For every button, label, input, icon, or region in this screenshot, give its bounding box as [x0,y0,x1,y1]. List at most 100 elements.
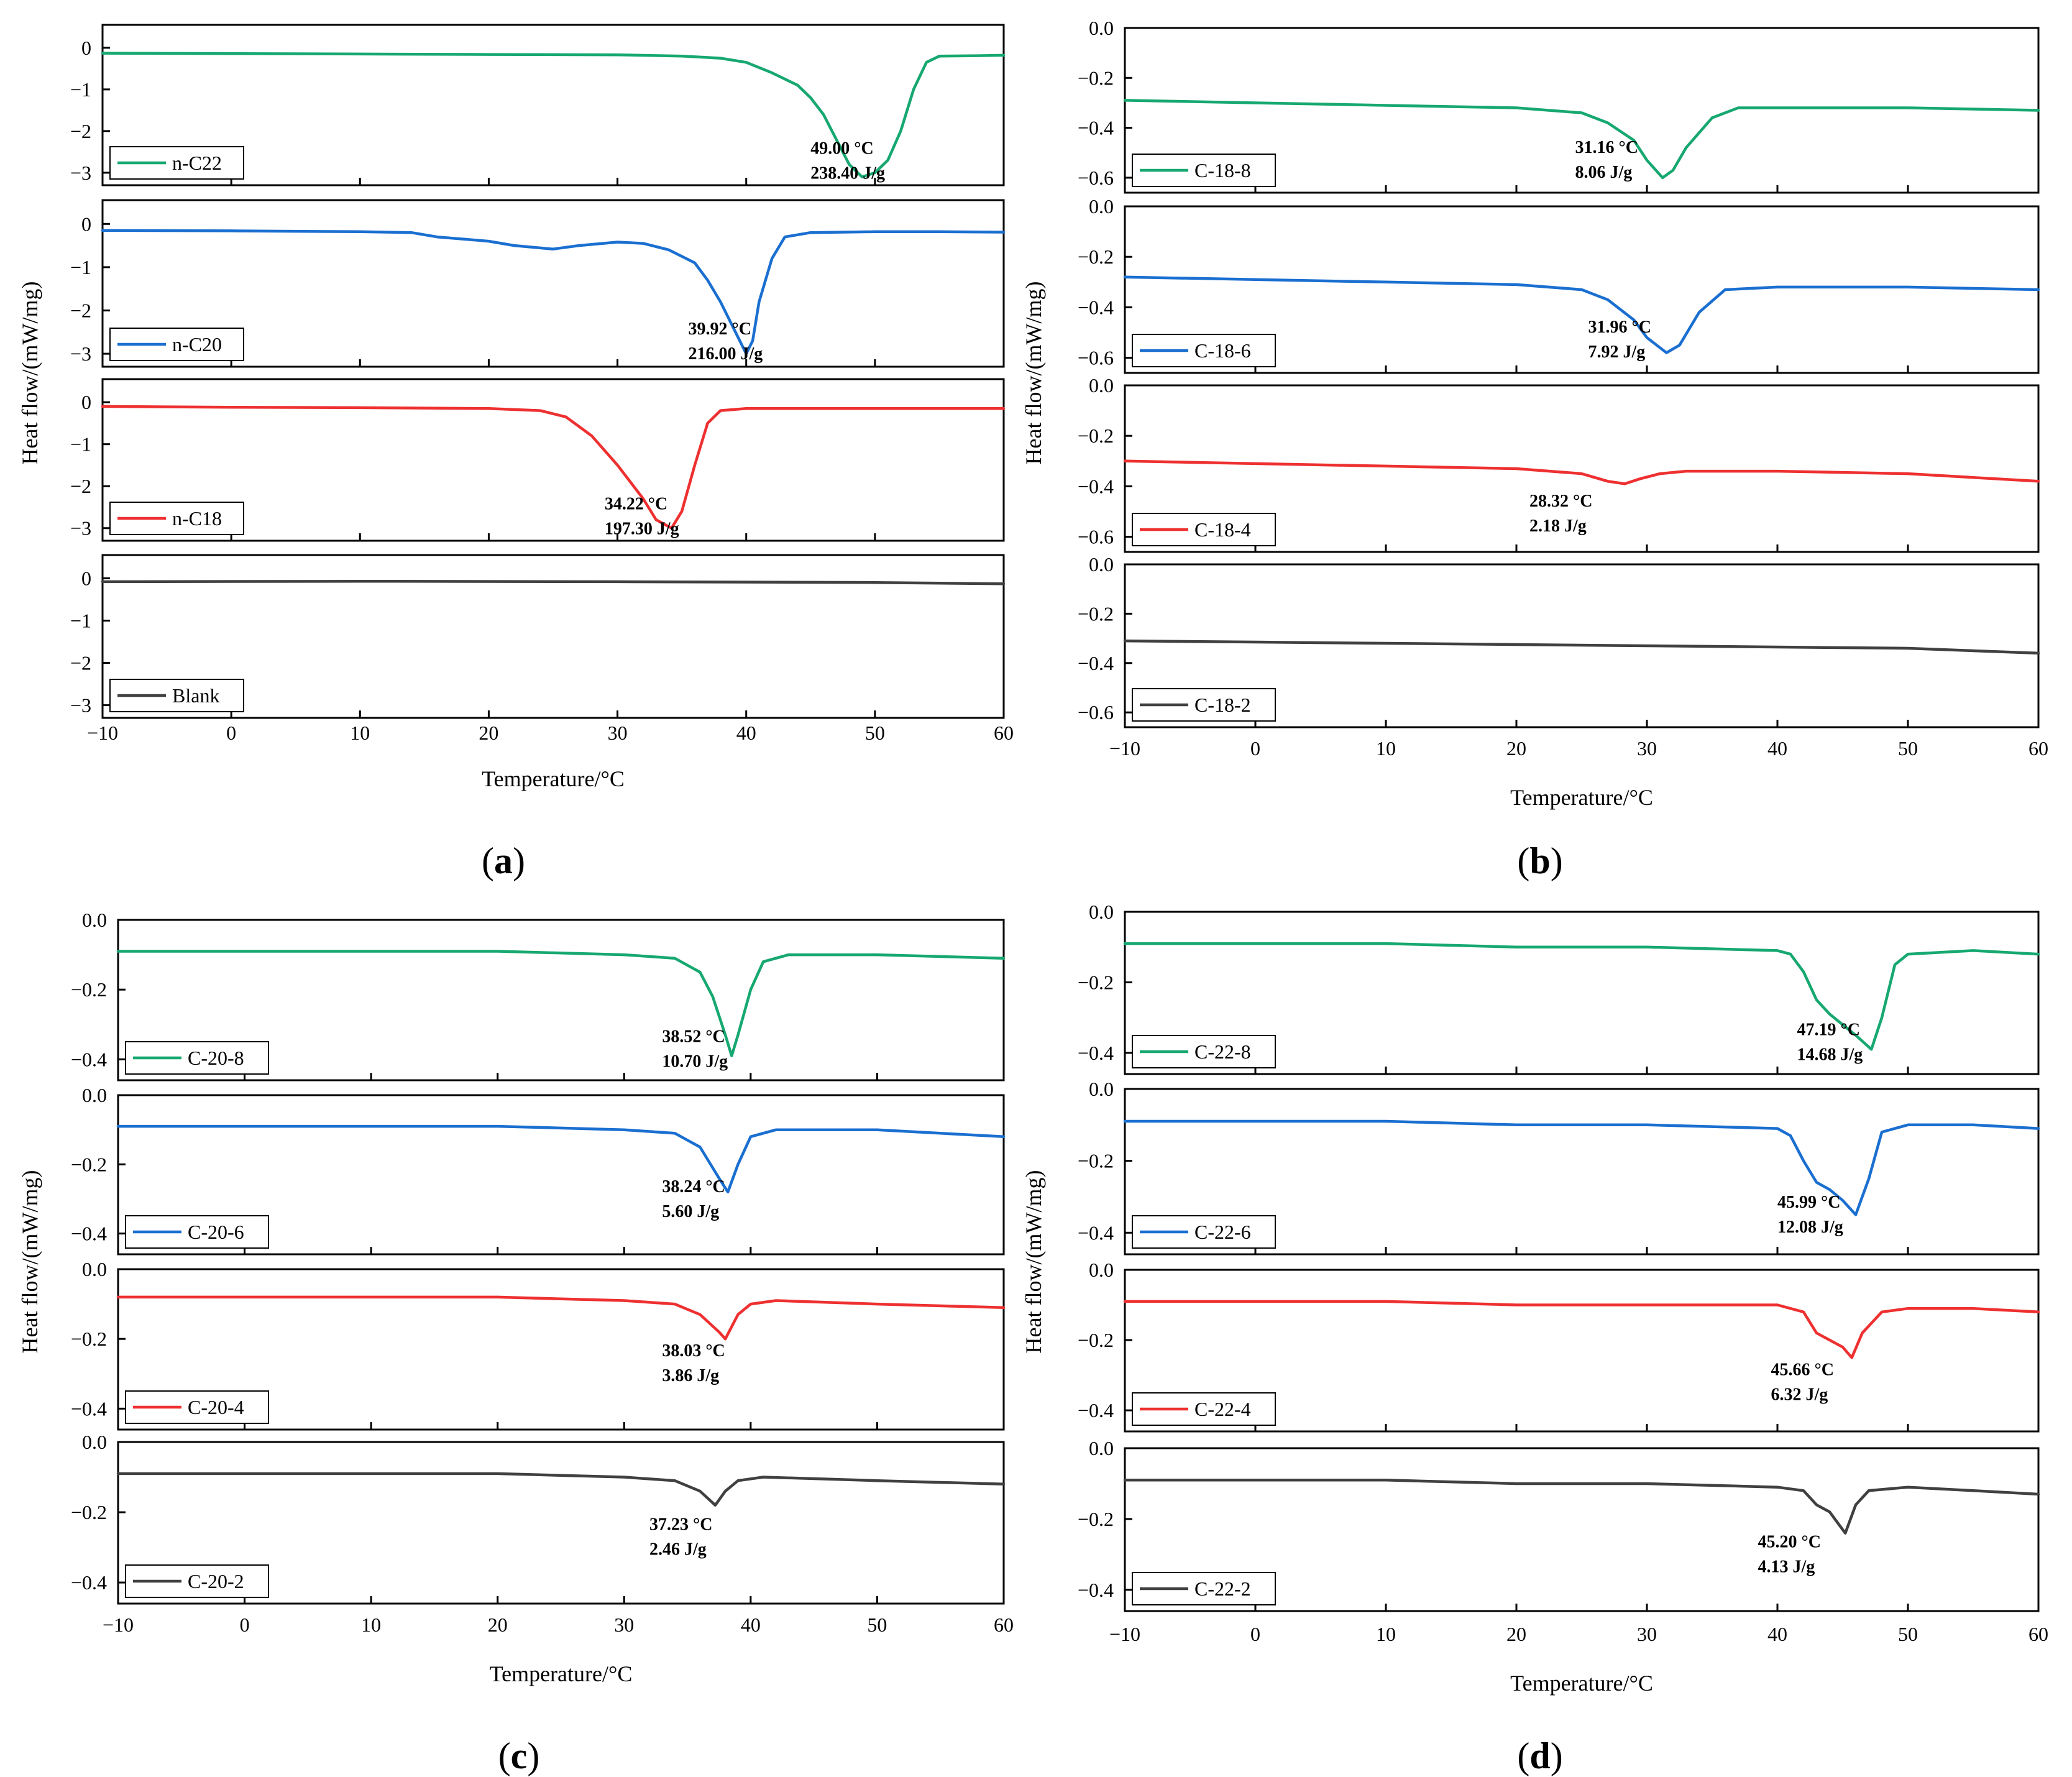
y-tick-label: −0.4 [71,1571,107,1594]
y-tick-label: −0.2 [71,1501,107,1523]
y-tick-label: −0.6 [1078,167,1114,189]
y-tick-label: −0.6 [1078,526,1114,548]
y-tick-label: −0.6 [1078,701,1114,723]
legend-label-C-22-2: C-22-2 [1194,1577,1251,1600]
legend-label-C-22-6: C-22-6 [1194,1221,1251,1243]
legend-label-C-20-2: C-20-2 [188,1570,244,1592]
y-tick-label: 0.0 [1089,1437,1114,1459]
peak-temperature-label: 31.16 °C [1575,138,1638,157]
y-tick-label: −0.6 [1078,347,1114,369]
legend-label-C-18-6: C-18-6 [1194,339,1251,362]
peak-temperature-label: 38.03 °C [662,1341,725,1361]
x-tick-label: 30 [614,1614,634,1636]
enthalpy-label: 8.06 J/g [1575,163,1633,182]
peak-temperature-label: 45.99 °C [1777,1193,1840,1212]
series-line-C-22-6 [1123,1119,2040,1216]
y-tick-label: −0.2 [1078,67,1114,89]
y-tick-label: −0.4 [1078,475,1114,497]
x-tick-label: 20 [1506,1623,1526,1645]
peak-temperature-label: 45.20 °C [1758,1532,1821,1551]
y-tick-label: −3 [70,517,91,540]
y-tick-label: 0.0 [82,1431,107,1453]
panel-c-subplot-0-frame [117,919,1005,1081]
x-tick-label: 50 [867,1614,887,1636]
enthalpy-label: 2.18 J/g [1529,517,1587,536]
panel-b-subplot-3-frame [1124,563,2040,728]
enthalpy-label: 238.40 J/g [810,164,885,183]
panel-label-b: (b) [1517,840,1562,881]
x-tick-label: 10 [1376,1623,1396,1645]
series-line-C-18-2 [1123,639,2040,655]
x-tick-label: 50 [1898,737,1918,760]
series-line-C-20-4 [116,1295,1006,1341]
x-tick-label: 40 [741,1614,761,1636]
legend-label-Blank: Blank [172,684,219,707]
y-axis-title: Heat flow/(mW/mg) [1021,1170,1046,1354]
series-line-n-C20 [101,229,1006,356]
series-line-C-20-6 [116,1124,1006,1194]
peak-temperature-label: 38.52 °C [662,1027,725,1046]
series-line-n-C22 [101,52,1006,178]
y-tick-label: −1 [70,609,91,631]
series-line-C-20-2 [116,1472,1006,1507]
legend-box-C-18-8 [1132,154,1276,187]
x-tick-label: 20 [479,722,498,744]
enthalpy-label: 10.70 J/g [662,1052,728,1071]
y-tick-label: −0.2 [1078,1150,1114,1172]
panel-d-subplot-1-frame [1124,1088,2040,1256]
y-tick-label: −0.2 [71,1153,107,1175]
y-tick-label: −2 [70,120,91,142]
y-tick-label: −0.4 [71,1223,107,1245]
panel-c-subplot-1-frame [117,1094,1005,1256]
x-tick-label: 20 [1506,737,1526,760]
legend-label-C-22-8: C-22-8 [1194,1040,1251,1063]
y-tick-label: 0.0 [1089,901,1114,923]
y-tick-label: −0.4 [1078,117,1114,139]
enthalpy-label: 197.30 J/g [605,519,679,538]
y-tick-label: −3 [70,162,91,184]
x-tick-label: −10 [87,722,118,744]
series-line-C-18-8 [1123,99,2040,180]
y-tick-label: −0.2 [1078,1508,1114,1530]
legend-label-C-18-8: C-18-8 [1194,159,1251,181]
x-axis-title: Temperature/°C [1510,1671,1653,1696]
x-tick-label: −10 [103,1614,134,1636]
x-axis-title: Temperature/°C [490,1661,633,1686]
x-tick-label: 50 [865,722,885,744]
y-axis-title: Heat flow/(mW/mg) [17,282,42,465]
x-tick-label: −10 [1109,1623,1140,1645]
peak-temperature-label: 47.19 °C [1797,1021,1860,1040]
y-tick-label: −0.4 [1078,1579,1114,1601]
x-tick-label: 50 [1898,1623,1918,1645]
x-tick-label: 0 [240,1614,250,1636]
panel-a-subplot-1-frame [101,199,1005,368]
x-tick-label: −10 [1109,737,1140,760]
enthalpy-label: 216.00 J/g [689,344,763,364]
legend-label-n-C18: n-C18 [172,507,222,530]
legend-label-C-20-8: C-20-8 [188,1047,244,1069]
y-tick-label: 0.0 [1089,553,1114,576]
y-tick-label: 0 [81,213,91,235]
y-tick-label: 0 [81,391,91,413]
enthalpy-label: 7.92 J/g [1588,342,1646,362]
y-tick-label: −3 [70,342,91,365]
series-line-C-20-8 [116,950,1006,1057]
x-tick-label: 10 [1376,737,1396,760]
peak-temperature-label: 34.22 °C [605,494,667,513]
x-tick-label: 0 [1250,1623,1260,1645]
panel-c-subplot-3-frame [117,1441,1005,1605]
y-tick-label: −0.4 [1078,1042,1114,1064]
y-tick-label: −2 [70,300,91,322]
y-tick-label: 0.0 [1089,1259,1114,1281]
panel-d-subplot-3-frame [1124,1447,2040,1612]
legend-label-C-18-4: C-18-4 [1194,518,1251,541]
y-tick-label: −0.4 [71,1397,107,1420]
y-axis-title: Heat flow/(mW/mg) [1021,282,1046,465]
y-tick-label: −2 [70,652,91,674]
peak-temperature-label: 45.66 °C [1771,1361,1834,1380]
y-tick-label: −0.2 [1078,971,1114,993]
legend-label-C-20-4: C-20-4 [188,1396,244,1418]
enthalpy-label: 6.32 J/g [1771,1385,1828,1405]
x-tick-label: 0 [226,722,236,744]
